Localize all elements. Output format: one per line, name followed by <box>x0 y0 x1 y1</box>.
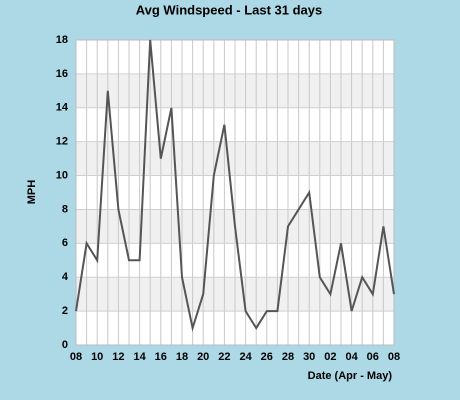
x-tick-label: 10 <box>91 351 103 363</box>
y-tick-label: 12 <box>56 136 68 148</box>
y-tick-label: 2 <box>62 305 68 317</box>
y-tick-label: 10 <box>56 169 68 181</box>
y-tick-label: 6 <box>62 237 68 249</box>
x-tick-label: 20 <box>197 351 209 363</box>
x-tick-label: 12 <box>112 351 124 363</box>
x-tick-label: 02 <box>324 351 336 363</box>
x-tick-label: 04 <box>345 351 358 363</box>
y-tick-label: 14 <box>56 102 69 114</box>
x-axis-label: Date (Apr - May) <box>308 370 393 382</box>
x-tick-label: 28 <box>282 351 294 363</box>
x-tick-label: 14 <box>133 351 146 363</box>
chart-title: Avg Windspeed - Last 31 days <box>136 2 323 17</box>
x-tick-label: 26 <box>261 351 273 363</box>
y-tick-label: 0 <box>62 339 68 351</box>
y-axis-label: MPH <box>26 180 38 205</box>
y-tick-label: 16 <box>56 68 68 80</box>
x-tick-label: 08 <box>70 351 82 363</box>
x-tick-label: 18 <box>176 351 188 363</box>
x-tick-label: 22 <box>218 351 230 363</box>
x-tick-label: 08 <box>388 351 400 363</box>
x-tick-label: 16 <box>155 351 167 363</box>
plot-border <box>75 39 395 346</box>
x-tick-label: 30 <box>303 351 315 363</box>
y-tick-label: 8 <box>62 203 68 215</box>
x-tick-label: 24 <box>239 351 252 363</box>
y-tick-label: 18 <box>56 34 68 46</box>
y-tick-label: 4 <box>62 271 69 283</box>
data-line <box>75 39 395 333</box>
x-tick-label: 06 <box>367 351 379 363</box>
